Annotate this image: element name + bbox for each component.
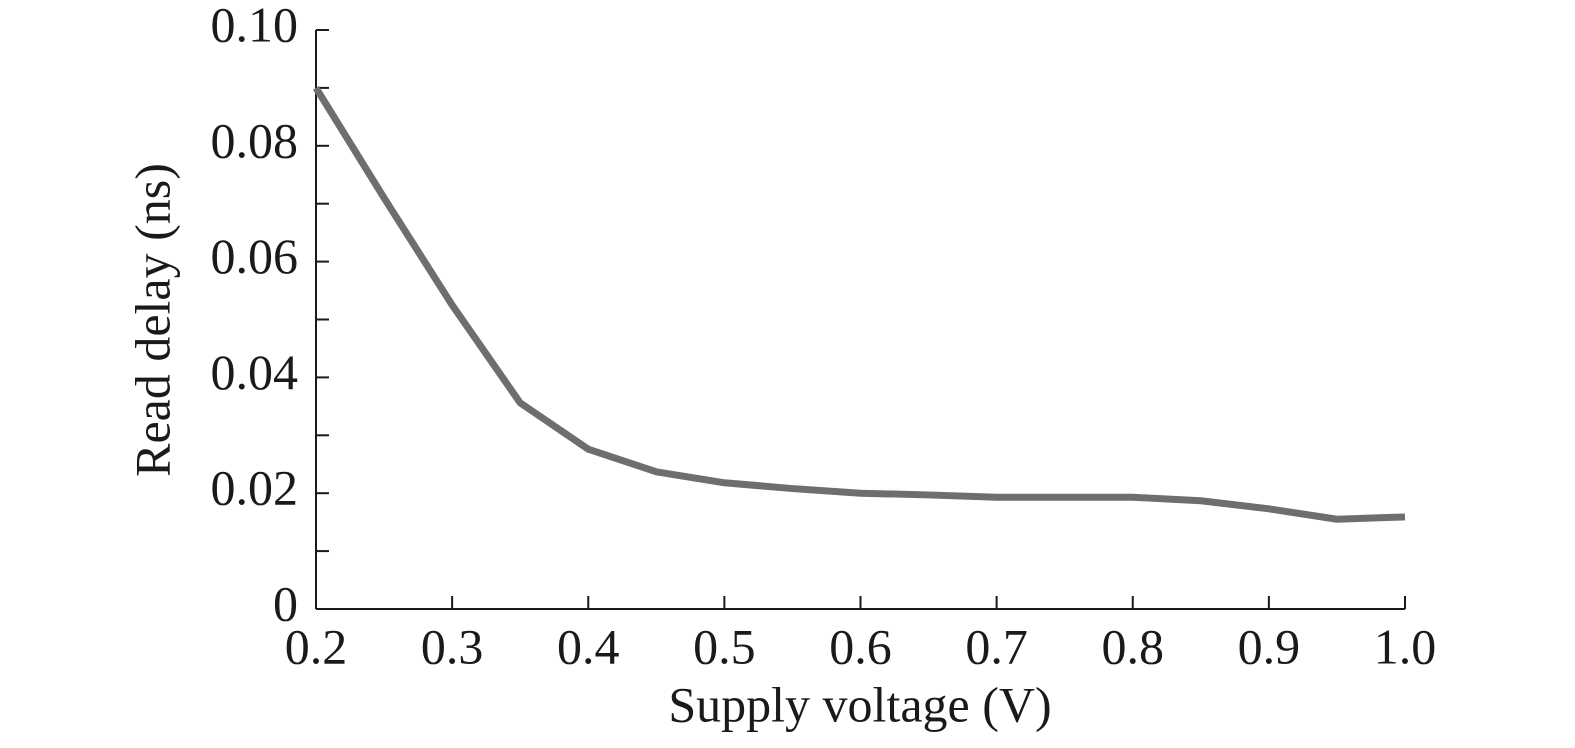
x-tick-label: 0.5	[693, 618, 756, 674]
y-tick-label: 0.08	[211, 112, 299, 168]
x-tick-label: 0.9	[1238, 618, 1301, 674]
x-tick-label: 1.0	[1374, 618, 1437, 674]
y-axis-label: Read delay (ns)	[124, 163, 180, 477]
y-tick-label: 0	[273, 575, 298, 631]
x-tick-label: 0.3	[421, 618, 484, 674]
y-tick-label: 0.04	[211, 344, 299, 400]
y-tick-label: 0.06	[211, 228, 299, 284]
x-tick-label: 0.8	[1102, 618, 1165, 674]
y-tick-label: 0.02	[211, 460, 299, 516]
data-line	[313, 86, 1406, 523]
x-tick-label: 0.6	[829, 618, 892, 674]
x-tick-label: 0.2	[285, 618, 348, 674]
x-axis-label: Supply voltage (V)	[668, 676, 1051, 732]
x-tick-label: 0.4	[557, 618, 620, 674]
x-tick-label: 0.7	[965, 618, 1028, 674]
y-tick-label: 0.10	[211, 0, 299, 52]
